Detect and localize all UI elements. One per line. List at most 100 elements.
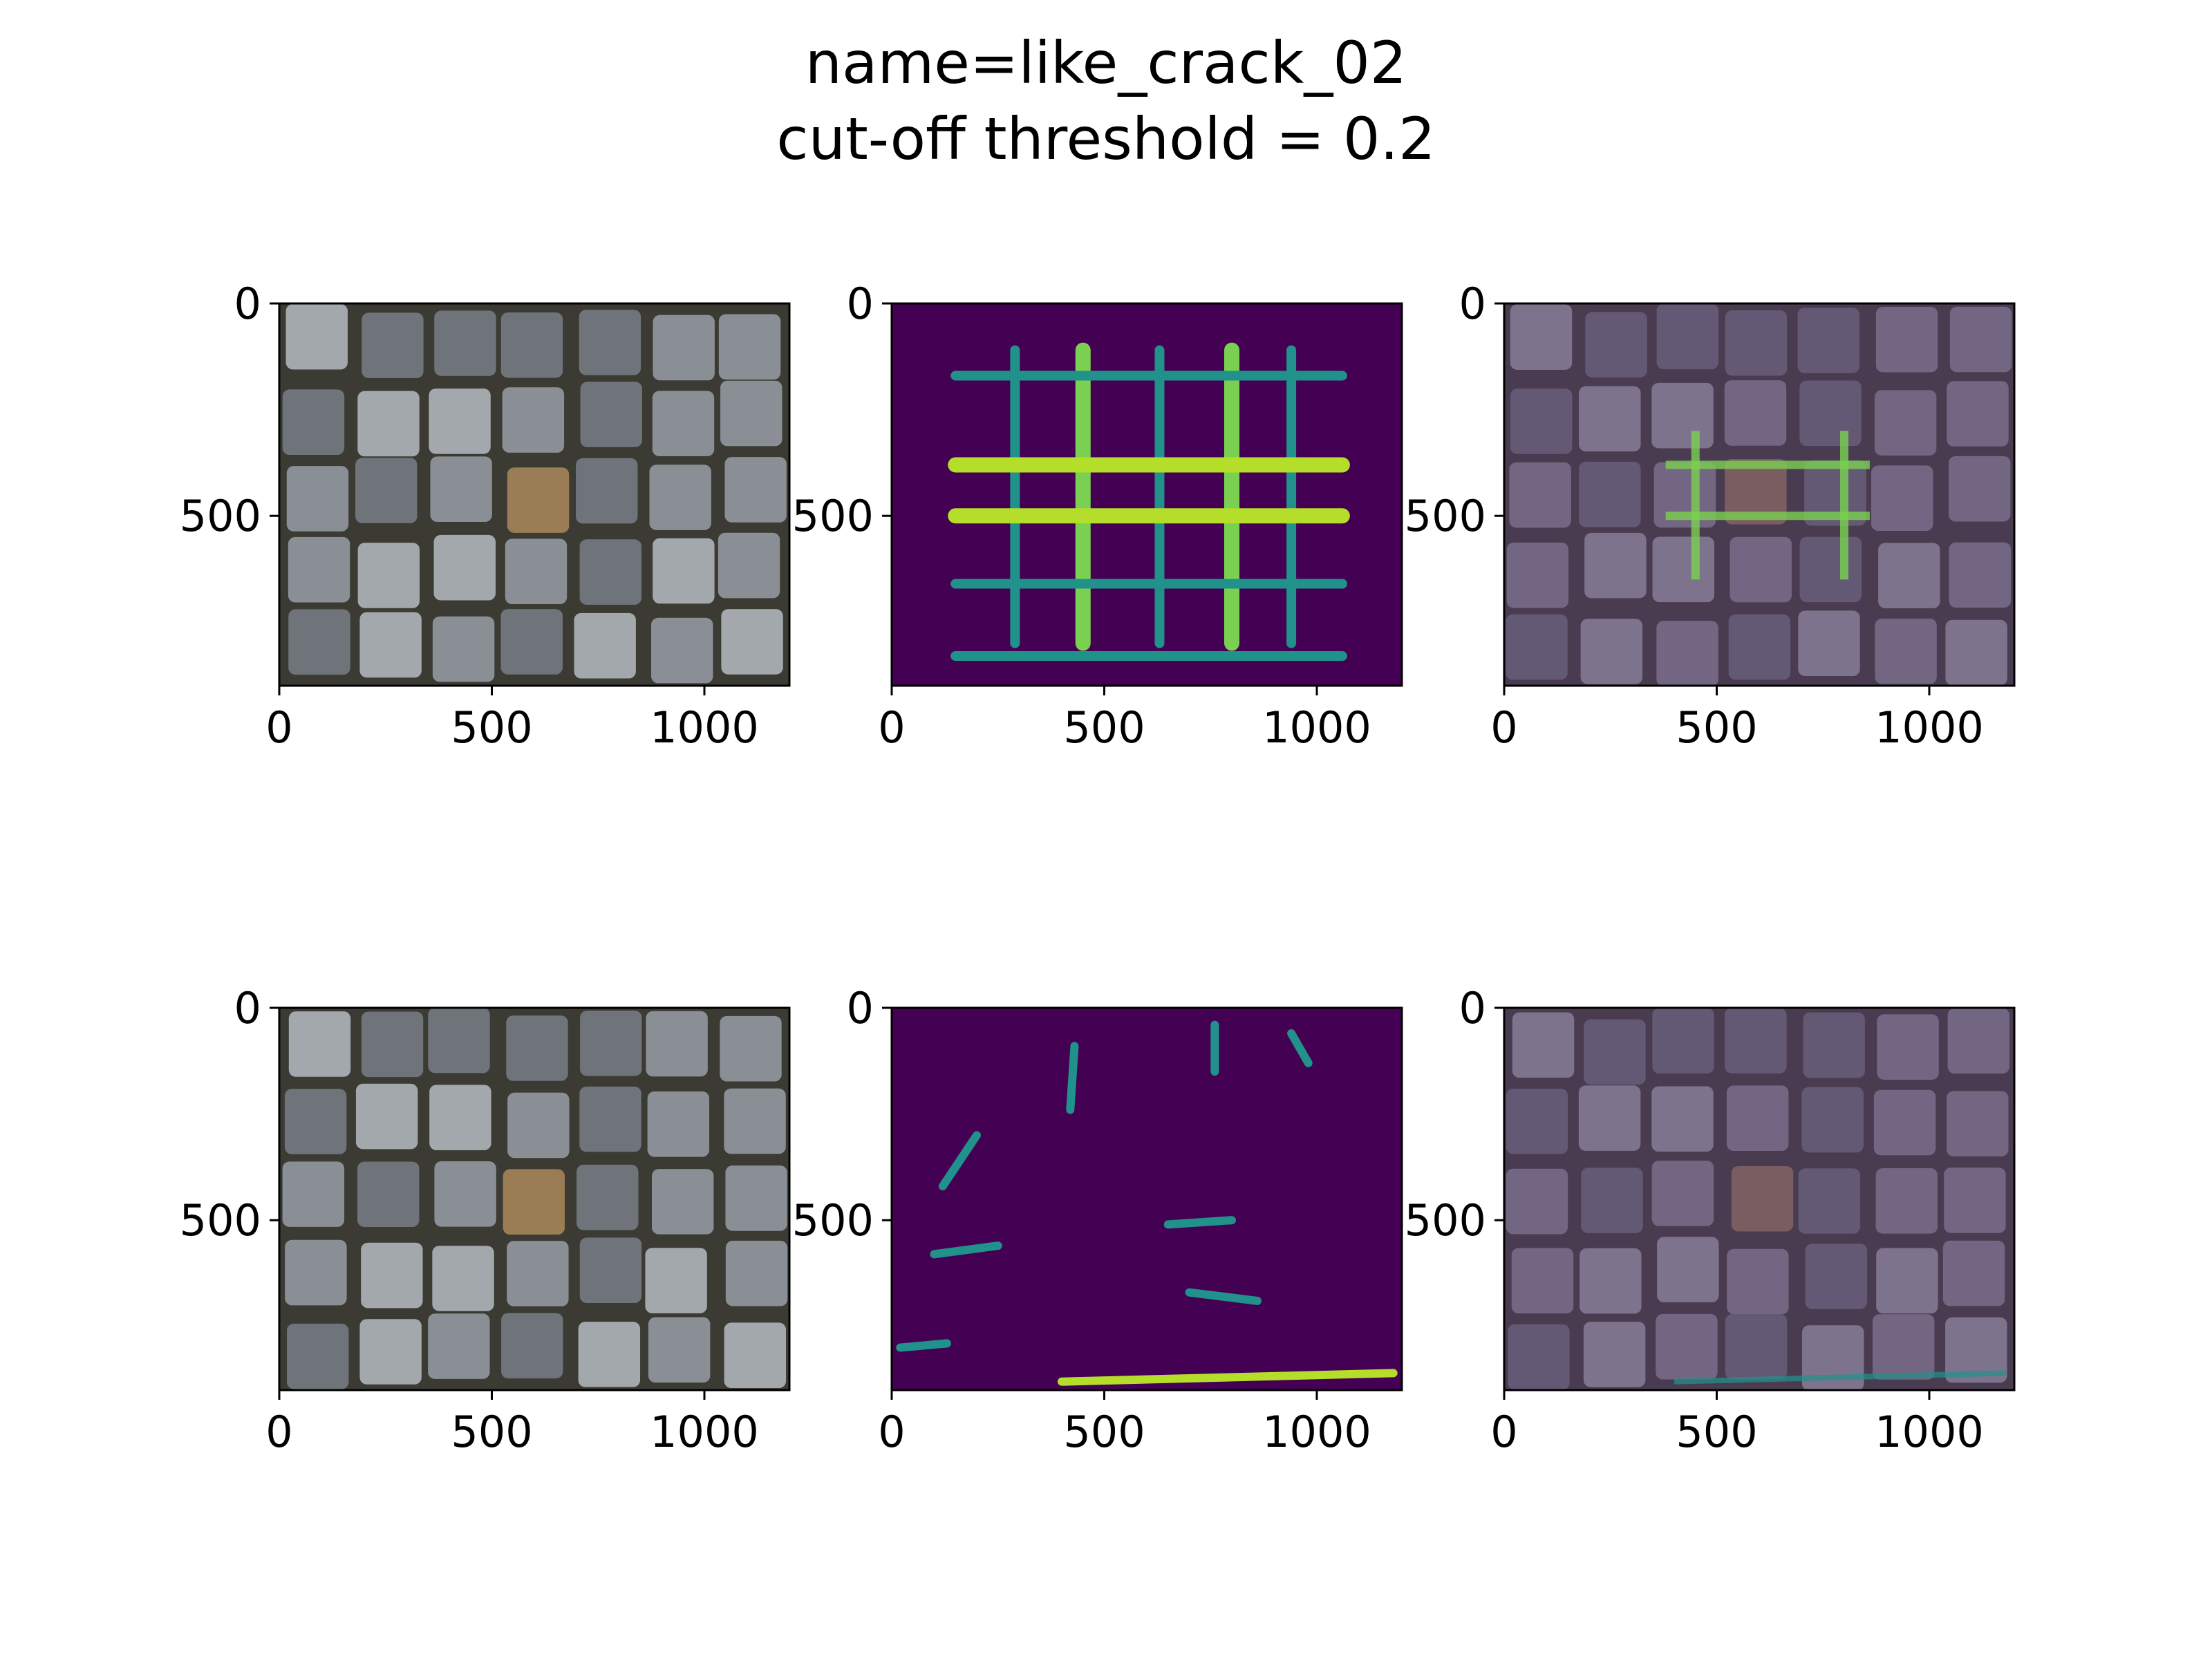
y-tick-label: 0 bbox=[847, 983, 874, 1033]
cobblestone bbox=[502, 387, 565, 453]
cobblestone bbox=[651, 617, 713, 684]
panel-r1-c2: 0 500 1000 0 500 bbox=[792, 279, 1403, 753]
x-tick-label: 0 bbox=[878, 702, 905, 753]
cobblestone bbox=[429, 1085, 491, 1150]
heatmap-blob bbox=[896, 1339, 951, 1352]
cobblestone bbox=[724, 1088, 786, 1154]
cobblestone bbox=[284, 1089, 347, 1154]
overlay-tint bbox=[1504, 303, 2014, 686]
overlay-crack bbox=[1674, 1370, 2006, 1385]
cobblestone bbox=[361, 1011, 424, 1078]
panel-r1-c3: 0 500 1000 0 500 bbox=[1405, 279, 2016, 753]
cobblestone bbox=[652, 1169, 714, 1235]
cobblestone bbox=[282, 389, 345, 456]
x-tick-label: 0 bbox=[1490, 702, 1517, 753]
cobblestone bbox=[429, 388, 491, 454]
heatmap-background bbox=[892, 303, 1402, 686]
x-tick-label: 0 bbox=[878, 1407, 905, 1457]
cobblestone bbox=[434, 310, 496, 376]
cobblestone bbox=[357, 543, 420, 608]
y-tick-label: 500 bbox=[1405, 491, 1486, 541]
cobblestone bbox=[288, 536, 350, 603]
y-tick-label: 0 bbox=[234, 983, 261, 1033]
heatmap-blob bbox=[938, 1131, 981, 1191]
cobblestone bbox=[649, 465, 711, 530]
cobblestone bbox=[286, 466, 349, 532]
heatmap-blob bbox=[1163, 1216, 1236, 1229]
cobblestone bbox=[578, 1322, 641, 1387]
figure-title: name=like_crack_02 bbox=[805, 29, 1407, 97]
cobblestone bbox=[507, 1241, 569, 1306]
y-tick-label: 500 bbox=[180, 1195, 261, 1246]
cobblestone bbox=[506, 1015, 568, 1081]
y-tick-label: 500 bbox=[792, 491, 874, 541]
cobblestone bbox=[652, 391, 715, 457]
x-tick-label: 1000 bbox=[650, 702, 759, 753]
x-tick-label: 0 bbox=[265, 1407, 292, 1457]
cobblestone bbox=[653, 315, 715, 381]
cobblestone bbox=[507, 467, 570, 533]
cobblestone bbox=[285, 1239, 347, 1306]
cobblestone bbox=[718, 532, 780, 599]
y-tick-label: 0 bbox=[1459, 279, 1486, 329]
cobblestone bbox=[574, 612, 636, 679]
cobblestone bbox=[579, 1237, 642, 1303]
cobblestone bbox=[287, 1323, 349, 1389]
cobblestone bbox=[288, 1011, 351, 1077]
heatmap-blob bbox=[930, 1241, 1002, 1259]
cobblestone bbox=[433, 534, 496, 601]
cobblestone bbox=[648, 1317, 711, 1383]
y-tick-label: 500 bbox=[792, 1195, 874, 1246]
cobblestone bbox=[576, 458, 638, 524]
cobblestone bbox=[725, 1165, 787, 1231]
heatmap-blob bbox=[1185, 1288, 1262, 1305]
axes-frame bbox=[278, 302, 791, 687]
cobblestone bbox=[501, 1313, 563, 1379]
y-tick-label: 0 bbox=[234, 279, 261, 329]
cobblestone bbox=[725, 1240, 788, 1306]
x-tick-label: 1000 bbox=[1875, 702, 1984, 753]
cobblestone bbox=[500, 609, 563, 675]
y-tick-label: 500 bbox=[180, 491, 261, 541]
cobblestone bbox=[357, 391, 420, 457]
cobblestone bbox=[357, 1161, 420, 1228]
cobblestone bbox=[721, 609, 783, 675]
cobblestone bbox=[653, 538, 715, 604]
x-tick-label: 0 bbox=[1490, 1407, 1517, 1457]
heatmap-blob bbox=[1066, 1042, 1079, 1114]
heatmap-blob bbox=[1058, 1369, 1398, 1386]
cobblestone bbox=[430, 456, 492, 523]
cobblestone bbox=[579, 539, 642, 605]
cobblestone bbox=[577, 1164, 639, 1230]
panel-r1-c1: 0 500 1000 0 500 bbox=[180, 279, 791, 753]
overlay-tint bbox=[1504, 1008, 2014, 1390]
cobblestone bbox=[359, 1319, 422, 1385]
heatmap-blob bbox=[1287, 1029, 1313, 1067]
cobblestone bbox=[285, 303, 348, 370]
cobblestone bbox=[361, 1242, 423, 1309]
x-tick-label: 1000 bbox=[1262, 702, 1371, 753]
cobblestone bbox=[428, 1007, 490, 1074]
cobblestone bbox=[355, 458, 418, 523]
cobblestone bbox=[432, 1246, 494, 1311]
axes-frame bbox=[278, 1006, 791, 1391]
cobblestone bbox=[580, 1011, 642, 1076]
cobblestone bbox=[503, 1169, 565, 1235]
y-tick-label: 0 bbox=[1459, 983, 1486, 1033]
panel-r2-c1: 0 500 1000 0 500 bbox=[180, 983, 791, 1457]
axes-frame bbox=[1503, 1006, 2016, 1391]
x-tick-label: 500 bbox=[1063, 1407, 1145, 1457]
cobblestone bbox=[580, 382, 643, 447]
x-tick-label: 1000 bbox=[1262, 1407, 1371, 1457]
cobblestone bbox=[362, 312, 424, 379]
cobblestone bbox=[720, 1015, 782, 1082]
x-tick-label: 500 bbox=[1676, 1407, 1757, 1457]
axes-frame bbox=[1503, 302, 2016, 687]
cobblestone bbox=[724, 1322, 787, 1389]
panel-r2-c3: 0 500 1000 0 500 bbox=[1405, 983, 2016, 1457]
figure-subtitle: cut-off threshold = 0.2 bbox=[776, 105, 1436, 173]
x-tick-label: 500 bbox=[1063, 702, 1145, 753]
axes-frame bbox=[890, 302, 1403, 687]
